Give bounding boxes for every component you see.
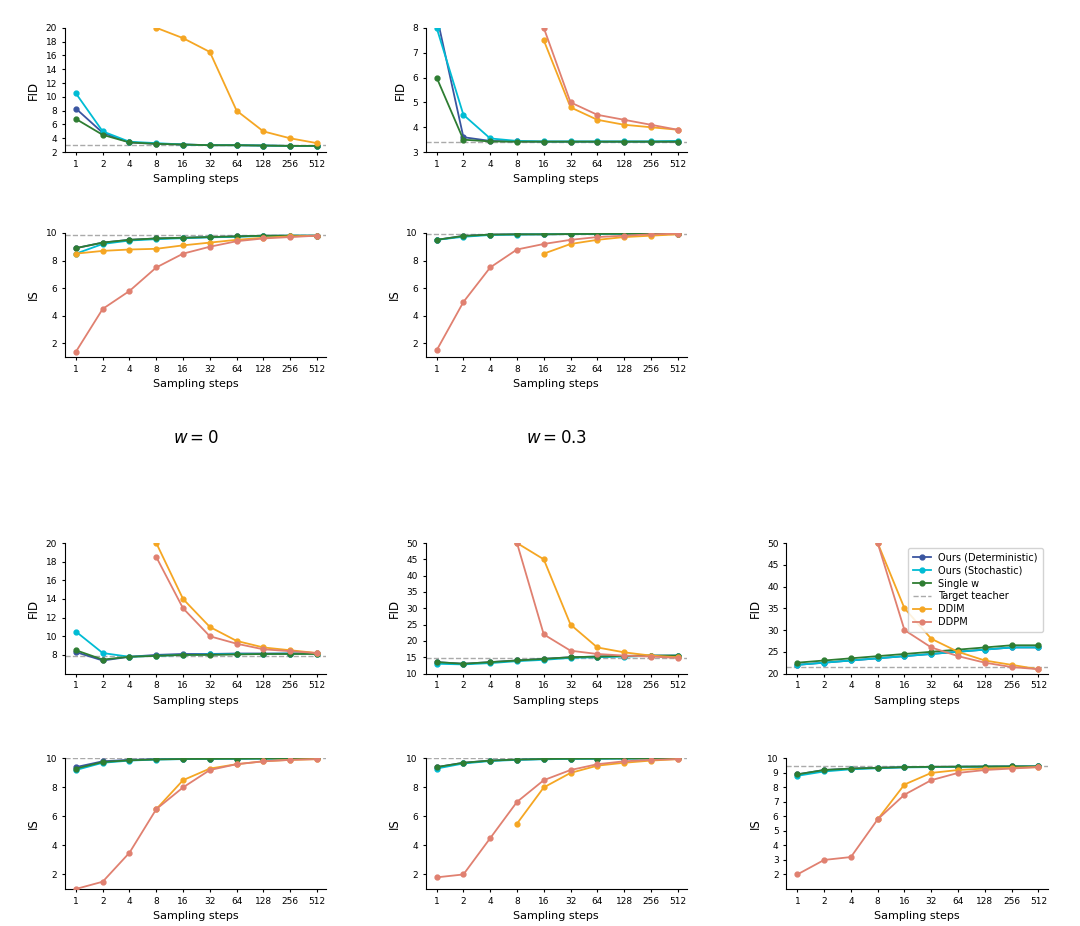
- Y-axis label: IS: IS: [388, 819, 401, 829]
- X-axis label: Sampling steps: Sampling steps: [152, 911, 239, 921]
- X-axis label: Sampling steps: Sampling steps: [152, 380, 239, 390]
- X-axis label: Sampling steps: Sampling steps: [874, 911, 960, 921]
- X-axis label: Sampling steps: Sampling steps: [152, 174, 239, 184]
- Y-axis label: IS: IS: [27, 290, 40, 300]
- X-axis label: Sampling steps: Sampling steps: [513, 911, 599, 921]
- Y-axis label: FID: FID: [748, 599, 761, 618]
- Y-axis label: IS: IS: [748, 819, 761, 829]
- X-axis label: Sampling steps: Sampling steps: [513, 695, 599, 706]
- Y-axis label: FID: FID: [393, 81, 406, 99]
- Text: $w = 0.3$: $w = 0.3$: [526, 430, 586, 447]
- X-axis label: Sampling steps: Sampling steps: [874, 695, 960, 706]
- Y-axis label: FID: FID: [388, 599, 401, 618]
- X-axis label: Sampling steps: Sampling steps: [513, 174, 599, 184]
- Y-axis label: FID: FID: [27, 599, 40, 618]
- Legend: Ours (Deterministic), Ours (Stochastic), Single w, Target teacher, DDIM, DDPM: Ours (Deterministic), Ours (Stochastic),…: [908, 548, 1042, 632]
- Y-axis label: IS: IS: [27, 819, 40, 829]
- Y-axis label: FID: FID: [27, 81, 40, 99]
- Text: $w = 0$: $w = 0$: [173, 430, 218, 447]
- Y-axis label: IS: IS: [388, 290, 401, 300]
- X-axis label: Sampling steps: Sampling steps: [513, 380, 599, 390]
- X-axis label: Sampling steps: Sampling steps: [152, 695, 239, 706]
